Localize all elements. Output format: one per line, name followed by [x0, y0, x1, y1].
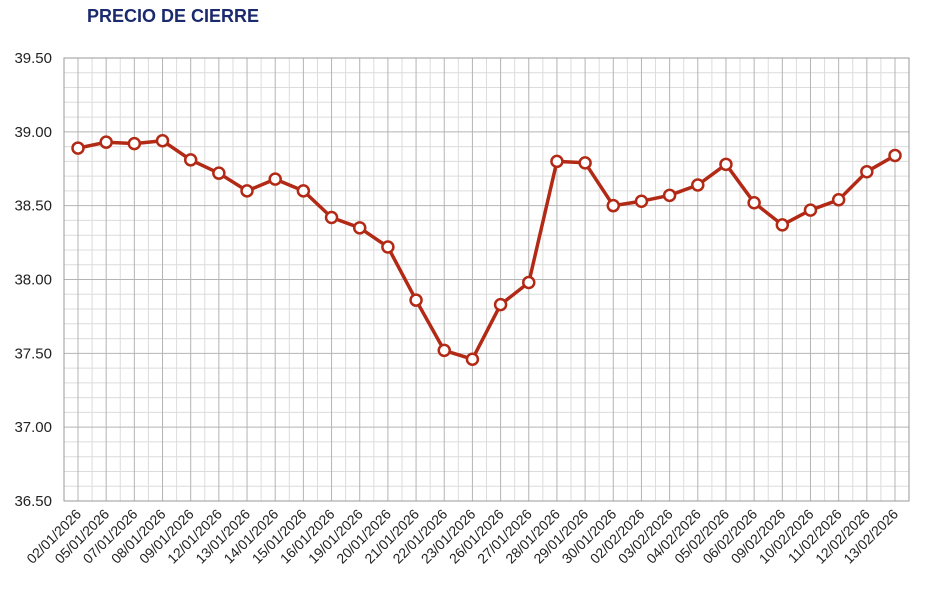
- data-point: [606, 198, 621, 213]
- data-point: [522, 275, 536, 290]
- data-point: [127, 136, 142, 151]
- data-point: [212, 166, 226, 180]
- data-point: [550, 154, 564, 169]
- y-tick-label: 39.50: [14, 50, 52, 67]
- data-point: [296, 184, 311, 198]
- chart-title: PRECIO DE CIERRE: [87, 6, 260, 26]
- data-point: [634, 194, 649, 208]
- data-point: [352, 221, 367, 235]
- y-tick-label: 38.50: [14, 198, 52, 215]
- data-point: [437, 343, 451, 358]
- y-tick-label: 37.50: [14, 345, 52, 362]
- data-point: [578, 156, 592, 170]
- plot-frame: [63, 57, 910, 502]
- data-point: [803, 203, 818, 217]
- data-point: [240, 184, 254, 198]
- data-point: [662, 188, 677, 203]
- data-point: [324, 210, 339, 225]
- y-tick-label: 37.00: [14, 419, 52, 436]
- data-point: [268, 172, 282, 186]
- data-point: [775, 218, 790, 232]
- data-point: [465, 352, 480, 366]
- y-tick-label: 39.00: [14, 124, 52, 141]
- y-tick-label: 36.50: [14, 493, 52, 510]
- y-axis-ticks: 36.50 37.00 37.50 38.00 38.50 39.00 39.50: [14, 50, 52, 510]
- data-point: [860, 164, 874, 179]
- data-point: [831, 193, 846, 207]
- data-point: [155, 133, 170, 148]
- data-point: [381, 240, 395, 254]
- data-point: [719, 157, 733, 172]
- data-point: [99, 135, 113, 149]
- data-points: [71, 133, 902, 366]
- data-point: [409, 293, 423, 307]
- data-point: [888, 148, 902, 163]
- grid: [63, 57, 910, 502]
- data-point: [71, 141, 85, 155]
- data-point: [183, 153, 198, 167]
- data-point: [747, 195, 761, 210]
- data-point: [493, 297, 508, 312]
- y-tick-label: 38.00: [14, 272, 52, 289]
- data-point: [691, 178, 705, 192]
- x-axis-ticks: 02/01/202605/01/202607/01/202608/01/2026…: [23, 506, 901, 567]
